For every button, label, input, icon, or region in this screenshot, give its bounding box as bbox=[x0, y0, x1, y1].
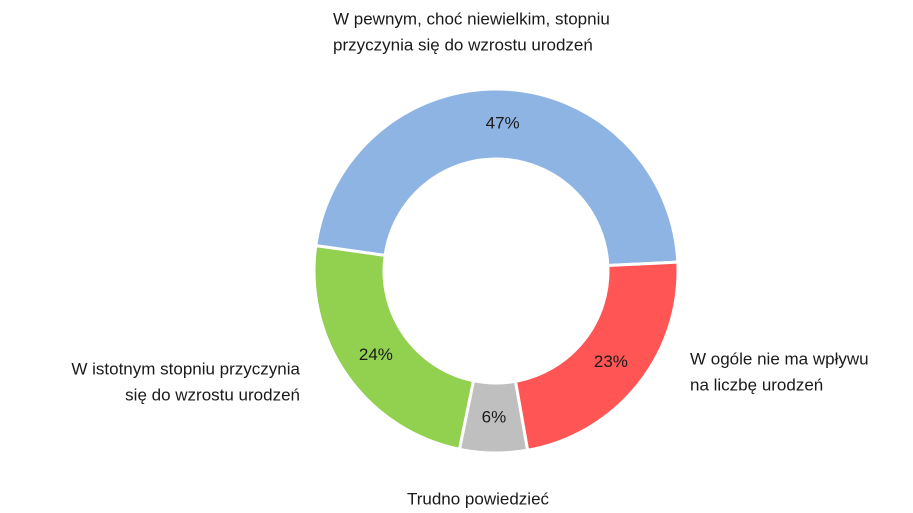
category-label: na liczbę urodzeń bbox=[690, 375, 823, 394]
donut-segment bbox=[312, 243, 476, 452]
donut-segment bbox=[314, 87, 680, 268]
category-label: W ogóle nie ma wpływu bbox=[690, 349, 869, 368]
donut-segment bbox=[513, 260, 680, 452]
category-label: się do wzrostu urodzeń bbox=[125, 385, 300, 404]
value-label: 23% bbox=[594, 352, 628, 371]
value-label: 47% bbox=[486, 114, 520, 133]
category-label: Trudno powiedzieć bbox=[407, 489, 550, 508]
value-label: 24% bbox=[359, 345, 393, 364]
category-label: W istotnym stopniu przyczynia bbox=[71, 359, 300, 378]
category-label: przyczynia się do wzrostu urodzeń bbox=[333, 35, 593, 54]
category-label: W pewnym, choć niewielkim, stopniu bbox=[333, 9, 610, 28]
value-label: 6% bbox=[482, 407, 507, 426]
